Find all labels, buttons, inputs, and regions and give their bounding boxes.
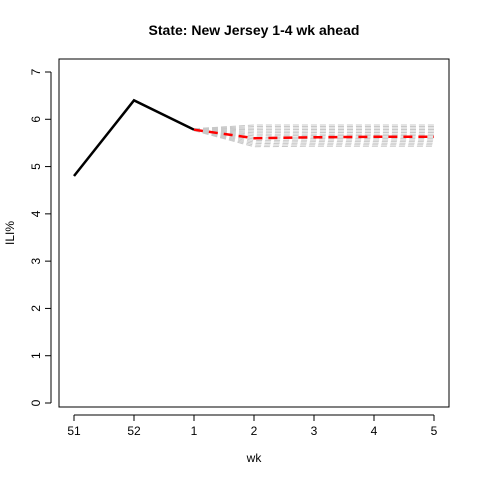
y-tick-label: 0 xyxy=(29,399,43,406)
interval-line xyxy=(193,129,434,140)
x-tick-label: 52 xyxy=(127,424,141,438)
forecast-line xyxy=(193,128,434,140)
y-tick-label: 2 xyxy=(29,305,43,312)
interval-line xyxy=(193,128,434,132)
x-tick-label: 4 xyxy=(371,424,378,438)
chart-title: State: New Jersey 1-4 wk ahead xyxy=(149,22,360,38)
y-tick-label: 4 xyxy=(29,210,43,217)
series-lines xyxy=(73,98,434,177)
observed-line xyxy=(73,98,195,177)
y-tick-label: 7 xyxy=(29,68,43,75)
interval-line xyxy=(193,125,434,130)
interval-line xyxy=(193,124,434,130)
x-tick-label: 2 xyxy=(251,424,258,438)
interval-line xyxy=(193,127,434,130)
interval-line xyxy=(193,130,434,148)
x-tick-label: 5 xyxy=(431,424,438,438)
interval-line xyxy=(193,129,434,143)
interval-line xyxy=(193,129,434,135)
y-tick-label: 3 xyxy=(29,257,43,264)
interval-line xyxy=(193,129,434,141)
y-tick-label: 5 xyxy=(29,163,43,170)
prediction-interval-band xyxy=(193,124,434,148)
interval-line xyxy=(193,129,434,145)
axes: 51 52 1 2 3 4 5 0 1 2 3 4 5 6 7 xyxy=(29,68,438,438)
y-axis-label: ILI% xyxy=(3,221,17,245)
x-tick-label: 51 xyxy=(67,424,81,438)
interval-line xyxy=(193,128,434,134)
x-axis-label: wk xyxy=(246,451,263,465)
y-tick-label: 1 xyxy=(29,352,43,359)
x-tick-label: 3 xyxy=(311,424,318,438)
x-tick-label: 1 xyxy=(191,424,198,438)
plot-frame xyxy=(58,58,450,408)
y-tick-label: 6 xyxy=(29,116,43,123)
interval-line xyxy=(193,130,434,146)
